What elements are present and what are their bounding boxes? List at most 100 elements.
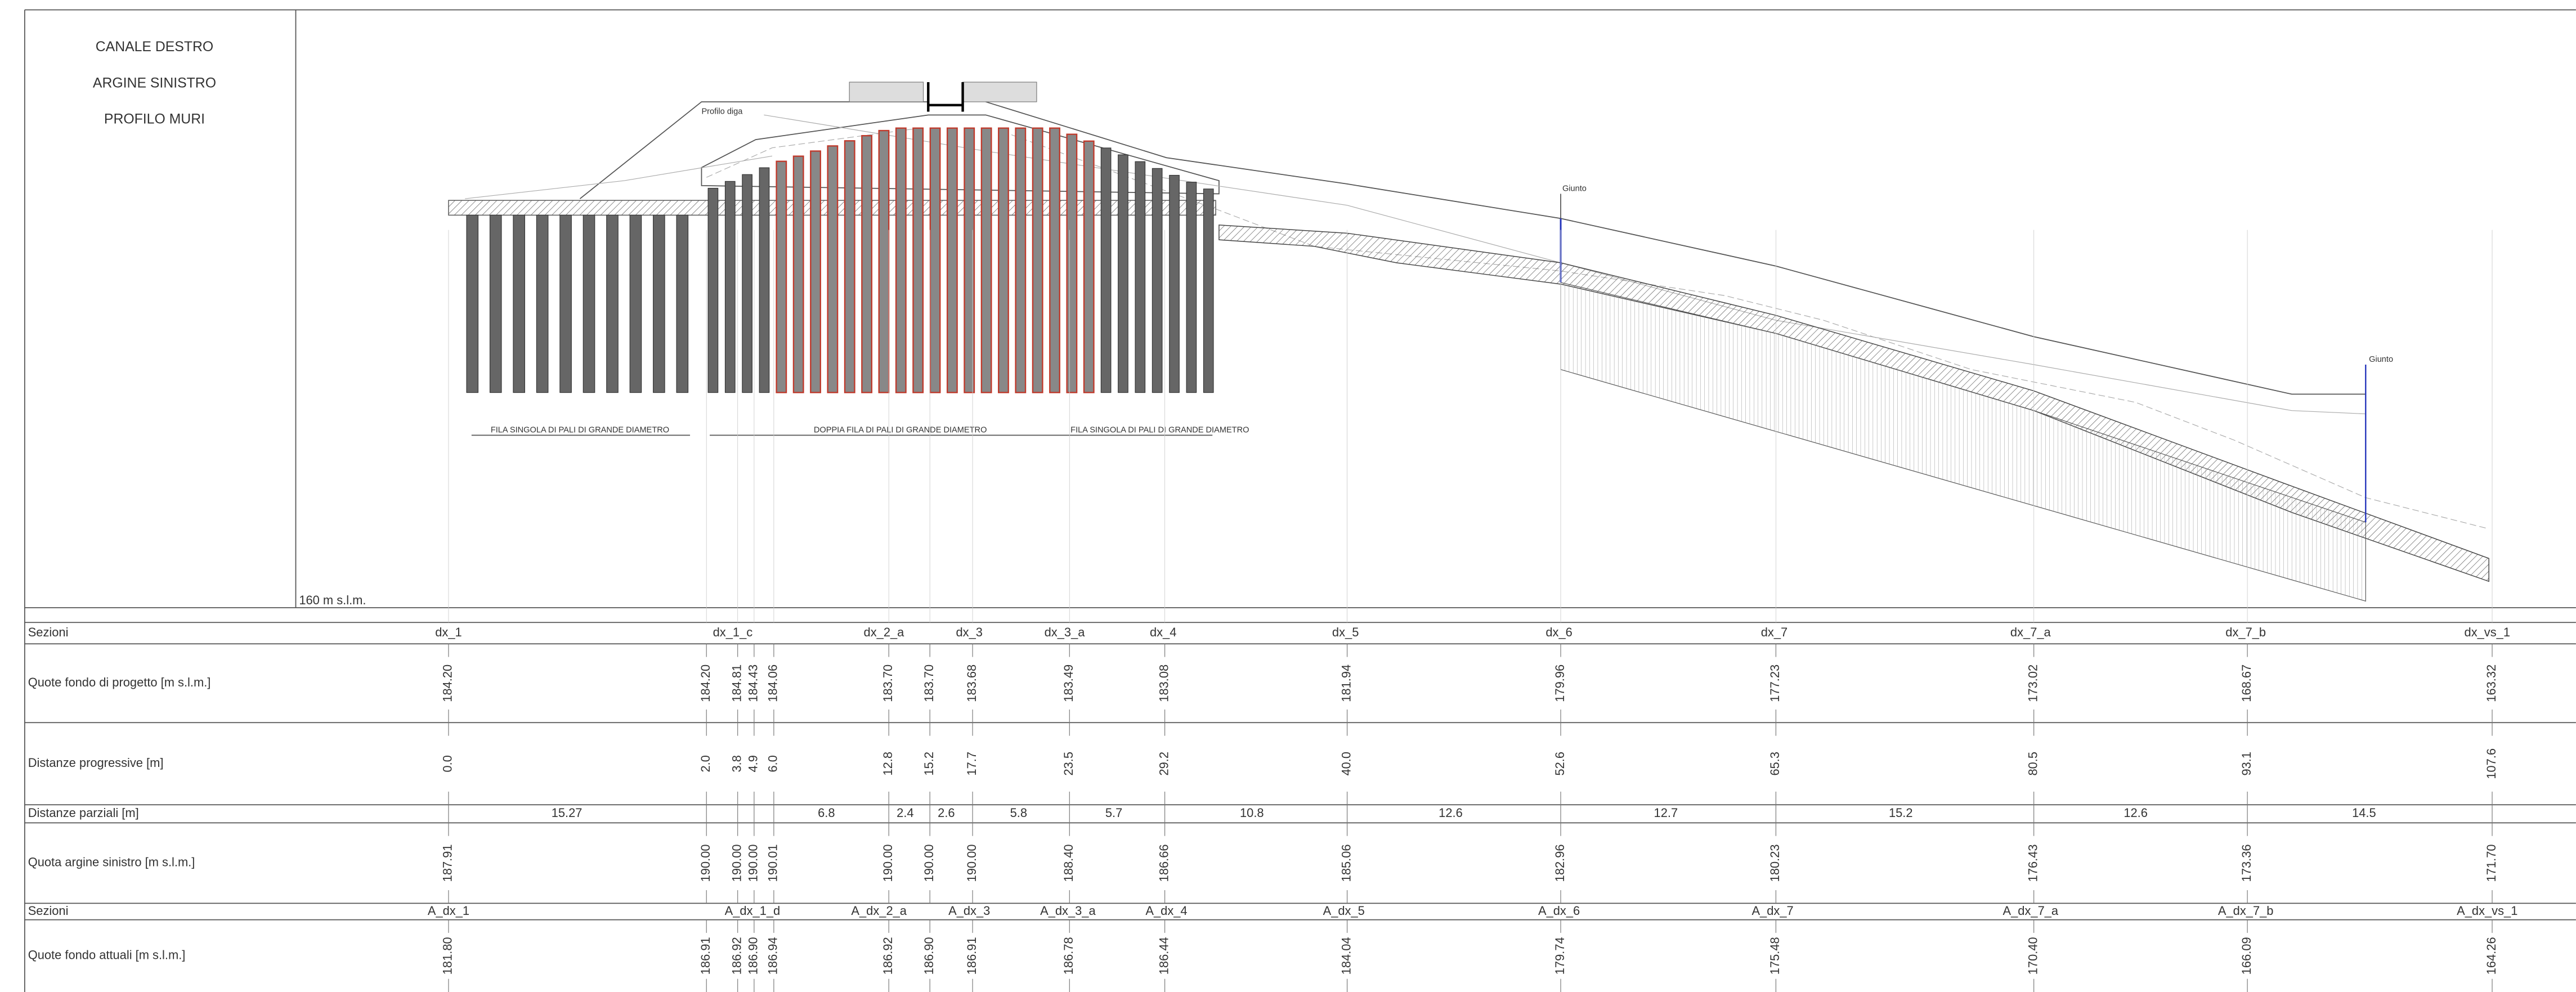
pile xyxy=(1049,127,1060,393)
cell-value: 173.02 xyxy=(2026,665,2040,702)
cell-value: 6.0 xyxy=(766,755,780,772)
cell-value: 179.96 xyxy=(1553,665,1567,702)
cell-value: dx_4 xyxy=(1150,625,1176,639)
cell-value: 2.0 xyxy=(698,755,713,772)
cell-value: 187.91 xyxy=(441,844,455,882)
cell-value: 184.81 xyxy=(729,665,743,702)
pile xyxy=(998,127,1009,393)
cell-value: 184.04 xyxy=(1339,937,1353,975)
pile-note: FILA SINGOLA DI PALI DI GRANDE DIAMETRO xyxy=(1070,426,1249,435)
cell-value: 186.94 xyxy=(766,937,780,975)
cell-value: dx_vs_1 xyxy=(2465,625,2510,639)
row-label: Sezioni xyxy=(28,904,69,918)
cell-value: 186.78 xyxy=(1061,937,1076,975)
cell-value: 173.36 xyxy=(2239,844,2254,882)
cell-value: dx_5 xyxy=(1332,625,1359,639)
cell-value: 12.6 xyxy=(1439,806,1463,820)
row-label: Quote fondo attuali [m s.l.m.] xyxy=(28,948,186,962)
cell-value: A_dx_7_b xyxy=(2218,904,2274,918)
cell-value: 183.08 xyxy=(1157,665,1171,702)
cell-value: 15.2 xyxy=(1889,806,1913,820)
cell-value: 3.8 xyxy=(729,755,743,772)
cell-value: 168.67 xyxy=(2239,665,2254,702)
parapet xyxy=(849,82,924,102)
gate xyxy=(927,82,964,112)
cell-value: 52.6 xyxy=(1553,752,1567,776)
pile xyxy=(929,127,941,393)
row-label: Quota argine sinistro [m s.l.m.] xyxy=(28,855,195,869)
cell-value: 179.74 xyxy=(1553,937,1567,975)
cell-value: 5.8 xyxy=(1010,806,1027,820)
pile xyxy=(1118,154,1128,393)
cell-value: 183.70 xyxy=(881,665,895,702)
datum-label: 160 m s.l.m. xyxy=(299,593,366,607)
cell-value: 184.06 xyxy=(766,665,780,702)
header-line: ARGINE SINISTRO xyxy=(93,75,216,91)
cell-value: 186.91 xyxy=(965,937,979,975)
cell-value: A_dx_6 xyxy=(1538,904,1580,918)
cell-value: 107.6 xyxy=(2484,748,2498,779)
cell-value: 190.00 xyxy=(922,844,936,882)
pile xyxy=(707,187,719,393)
cell-value: 12.6 xyxy=(2123,806,2148,820)
cell-value: dx_7_b xyxy=(2225,625,2266,639)
pile xyxy=(536,214,549,393)
cell-value: 181.94 xyxy=(1339,665,1353,702)
cell-value: A_dx_1_d xyxy=(725,904,781,918)
cell-value: 185.06 xyxy=(1339,844,1353,882)
cell-value: 163.32 xyxy=(2484,665,2498,702)
channel-bed xyxy=(1218,225,2489,582)
pile xyxy=(1100,147,1112,393)
pile xyxy=(489,214,502,393)
cell-value: A_dx_7 xyxy=(1751,904,1793,918)
cell-value: 183.49 xyxy=(1061,665,1076,702)
frame xyxy=(24,9,2576,992)
pile xyxy=(1135,161,1146,393)
cell-value: 12.7 xyxy=(1654,806,1678,820)
pile xyxy=(742,174,752,393)
cell-value: 190.00 xyxy=(746,844,760,882)
pile-note: DOPPIA FILA DI PALI DI GRANDE DIAMETRO xyxy=(814,426,987,435)
cell-value: 184.20 xyxy=(698,665,713,702)
pile xyxy=(724,181,736,393)
row-label: Quote fondo di progetto [m s.l.m.] xyxy=(28,675,211,689)
cell-value: dx_7_a xyxy=(2010,625,2051,639)
cell-value: 176.43 xyxy=(2026,844,2040,882)
cell-value: 5.7 xyxy=(1105,806,1122,820)
pile xyxy=(559,214,572,393)
cell-value: 183.68 xyxy=(965,665,979,702)
cell-value: 171.70 xyxy=(2484,844,2498,882)
cell-value: 184.20 xyxy=(441,665,455,702)
cell-value: 188.40 xyxy=(1061,844,1076,882)
cell-value: 186.92 xyxy=(881,937,895,975)
row-label: Sezioni xyxy=(28,625,69,639)
profile-table: Sezioni dx_1 dx_1_c dx_2_a dx_3 dx_3_a dx_4 dx_… xyxy=(24,230,2576,992)
joint-label: Giunto xyxy=(2369,355,2393,364)
cell-value: dx_1_c xyxy=(713,625,753,639)
cell-value: dx_1 xyxy=(435,625,462,639)
cell-value: 190.00 xyxy=(729,844,743,882)
pile xyxy=(1152,168,1163,393)
pile xyxy=(653,214,665,393)
cell-value: 2.4 xyxy=(897,806,913,820)
cell-value: 186.90 xyxy=(746,937,760,975)
pile xyxy=(844,140,855,393)
cell-value: 183.70 xyxy=(922,665,936,702)
cell-value: 190.00 xyxy=(881,844,895,882)
cell-value: 182.96 xyxy=(1553,844,1567,882)
piles xyxy=(466,127,1214,393)
cell-value: 2.6 xyxy=(938,806,955,820)
cell-value: 23.5 xyxy=(1061,752,1076,776)
pile xyxy=(946,127,958,393)
cell-value: 40.0 xyxy=(1339,752,1353,776)
pile xyxy=(1186,182,1197,393)
pile xyxy=(895,127,907,393)
pile xyxy=(466,214,479,393)
cell-value: 166.09 xyxy=(2239,937,2254,975)
pile xyxy=(759,167,770,393)
pile xyxy=(878,129,890,393)
pile xyxy=(606,214,619,393)
cell-value: 180.23 xyxy=(1768,844,1782,882)
cell-value: 190.00 xyxy=(698,844,713,882)
pile xyxy=(1203,188,1214,393)
